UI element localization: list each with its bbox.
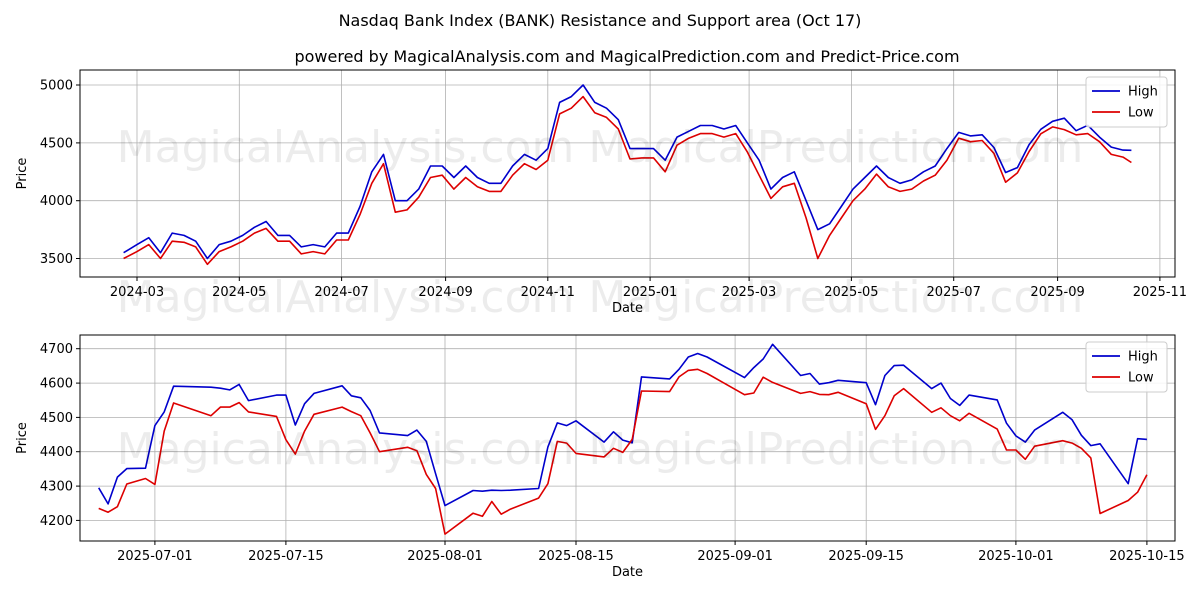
y-tick-label: 5000 bbox=[40, 79, 73, 94]
x-tick-label: 2025-07 bbox=[927, 285, 981, 300]
plot-frame bbox=[79, 69, 1176, 278]
x-tick-label: 2024-03 bbox=[110, 285, 164, 300]
y-tick-label: 4700 bbox=[40, 342, 73, 357]
legend-label-low: Low bbox=[1128, 371, 1154, 386]
x-tick-label: 2025-08-15 bbox=[538, 549, 614, 564]
x-tick-label: 2025-08-01 bbox=[407, 549, 483, 564]
watermark-middle: MagicalAnalysis.com MagicalPrediction.co… bbox=[117, 272, 1084, 323]
series-line-low bbox=[123, 95, 1132, 266]
x-tick-label: 2025-10-15 bbox=[1109, 549, 1185, 564]
x-tick-label: 2025-07-01 bbox=[117, 549, 193, 564]
x-tick-label: 2025-07-15 bbox=[248, 549, 324, 564]
chart-subtitle: powered by MagicalAnalysis.com and Magic… bbox=[294, 47, 959, 66]
series-line-low bbox=[98, 368, 1148, 535]
x-tick-label: 2025-03 bbox=[722, 285, 776, 300]
legend-box bbox=[1085, 76, 1168, 128]
x-axis-label: Date bbox=[612, 565, 643, 580]
x-tick-label: 2025-11 bbox=[1133, 285, 1187, 300]
bottom-panel: 2025-07-01 2025-07-15 2025-08-01 2025-08-15… bbox=[15, 334, 1185, 580]
y-tick-label: 4500 bbox=[40, 136, 73, 151]
legend-label-high: High bbox=[1128, 350, 1158, 365]
x-tick-label: 2024-11 bbox=[521, 285, 575, 300]
legend-box bbox=[1085, 341, 1168, 393]
x-tick-label: 2025-05 bbox=[824, 285, 878, 300]
x-tick-label: 2024-07 bbox=[314, 285, 368, 300]
plot-frame bbox=[79, 334, 1176, 542]
watermark-top: MagicalAnalysis.com MagicalPrediction.co… bbox=[117, 122, 1084, 173]
x-tick-label: 2025-09-15 bbox=[828, 549, 904, 564]
x-tick-label: 2025-10-01 bbox=[978, 549, 1054, 564]
y-tick-label: 4300 bbox=[40, 480, 73, 495]
y-tick-label: 3500 bbox=[40, 252, 73, 267]
y-tick-label: 4500 bbox=[40, 411, 73, 426]
x-tick-label: 2025-01 bbox=[623, 285, 677, 300]
series-line-high bbox=[98, 343, 1147, 507]
top-panel: 2024-03 2024-05 2024-07 2024-09 2024-11 2025-… bbox=[15, 69, 1187, 316]
y-tick-label: 4200 bbox=[40, 514, 73, 529]
y-axis-label: Price bbox=[15, 158, 30, 190]
chart-title: Nasdaq Bank Index (BANK) Resistance and … bbox=[339, 11, 862, 30]
series-line-high bbox=[123, 84, 1132, 260]
legend-label-high: High bbox=[1128, 85, 1158, 100]
y-tick-label: 4400 bbox=[40, 445, 73, 460]
y-axis-label: Price bbox=[15, 422, 30, 454]
x-tick-label: 2024-05 bbox=[212, 285, 266, 300]
watermark-bottom: MagicalAnalysis.com MagicalPrediction.co… bbox=[117, 424, 1084, 475]
x-axis-label: Date bbox=[612, 301, 643, 316]
x-tick-label: 2024-09 bbox=[418, 285, 472, 300]
legend-label-low: Low bbox=[1128, 106, 1154, 121]
y-tick-label: 4600 bbox=[40, 377, 73, 392]
x-tick-label: 2025-09 bbox=[1030, 285, 1084, 300]
y-tick-label: 4000 bbox=[40, 194, 73, 209]
x-tick-label: 2025-09-01 bbox=[697, 549, 773, 564]
